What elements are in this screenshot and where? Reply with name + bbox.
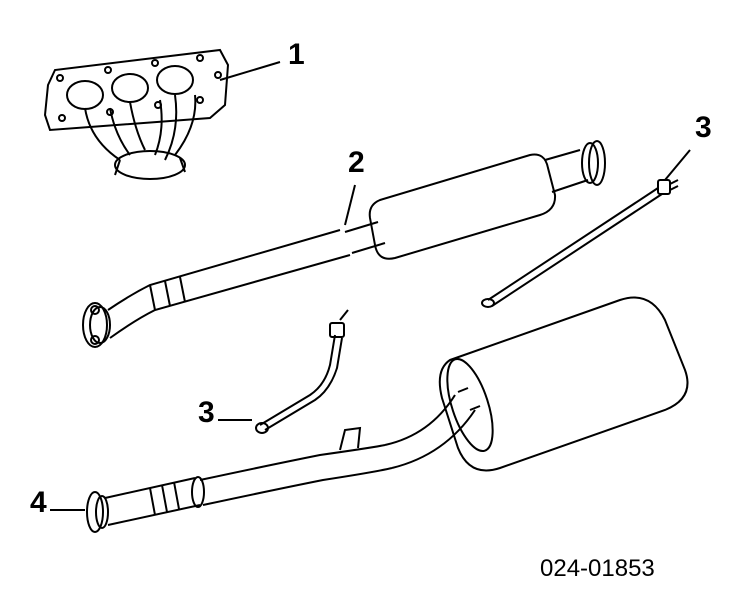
callout-2: 2 <box>348 146 365 180</box>
exhaust-diagram: 1 2 3 3 4 024-01853 <box>0 0 753 600</box>
callout-4: 4 <box>30 486 47 520</box>
exhaust-manifold-icon <box>45 50 228 179</box>
diagram-svg <box>0 0 753 600</box>
callout-3-upper: 3 <box>695 111 712 145</box>
oxygen-sensor-upper-icon <box>482 180 678 307</box>
oxygen-sensor-lower-icon <box>256 310 348 433</box>
muffler-assembly-icon <box>87 298 688 533</box>
callout-3-lower: 3 <box>198 396 215 430</box>
diagram-id: 024-01853 <box>540 555 655 583</box>
callout-1: 1 <box>288 38 305 72</box>
